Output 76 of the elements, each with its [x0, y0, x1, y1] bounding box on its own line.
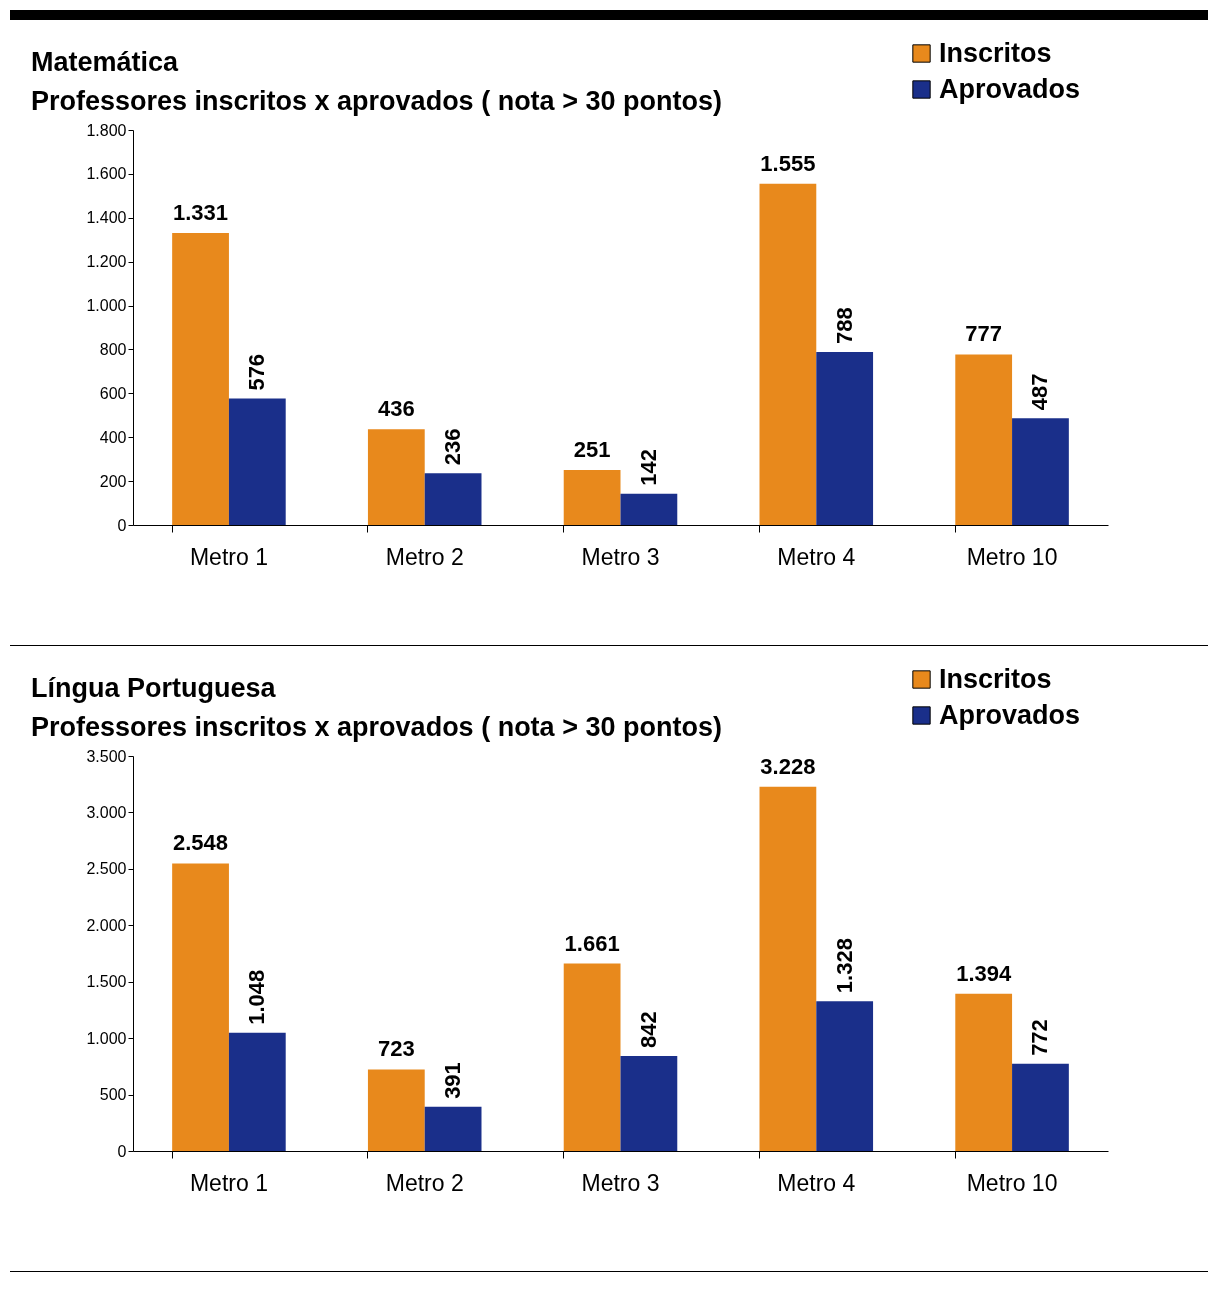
- legend-label: Inscritos: [939, 37, 1052, 68]
- y-tick-label: 1.000: [86, 297, 127, 315]
- bar: [816, 352, 874, 525]
- y-tick-label: 200: [99, 472, 127, 490]
- y-tick-label: 0: [117, 1142, 127, 1160]
- bar: [424, 473, 482, 525]
- bar: [759, 183, 817, 525]
- legend-label: Inscritos: [939, 663, 1052, 694]
- y-tick-label: 1.200: [86, 253, 127, 271]
- chart-subtitle: Professores inscritos x aprovados ( nota > 30 pontos): [30, 86, 722, 116]
- bar: [563, 963, 621, 1151]
- bar: [1012, 1063, 1069, 1151]
- data-label: 1.394: [956, 960, 1012, 986]
- x-tick-label: Metro 2: [385, 1169, 464, 1196]
- bar: [424, 1106, 482, 1151]
- x-tick-label: Metro 3: [581, 1169, 660, 1196]
- legend-label: Aprovados: [939, 699, 1081, 730]
- y-tick-label: 2.000: [86, 916, 127, 934]
- data-label: 777: [965, 321, 1003, 347]
- y-tick-label: 0: [117, 516, 127, 534]
- bar: [955, 993, 1013, 1151]
- y-tick-label: 1.400: [86, 209, 127, 227]
- bar: [955, 354, 1013, 525]
- data-label: 487: [1027, 373, 1053, 411]
- y-tick-label: 500: [99, 1086, 127, 1104]
- bar: [620, 1055, 678, 1151]
- bar: [367, 1069, 425, 1151]
- y-tick-label: 1.000: [86, 1029, 127, 1047]
- data-label: 772: [1027, 1019, 1053, 1056]
- x-tick-label: Metro 10: [966, 1169, 1058, 1196]
- bar: [172, 232, 229, 525]
- bar: [367, 429, 425, 525]
- data-label: 1.331: [173, 199, 229, 225]
- bar: [1012, 418, 1069, 525]
- chart-title: Matemática: [30, 47, 180, 77]
- data-label: 1.661: [564, 930, 620, 956]
- x-tick-label: Metro 3: [581, 543, 660, 570]
- x-tick-label: Metro 2: [385, 543, 464, 570]
- bar: [563, 469, 621, 525]
- y-tick-label: 1.600: [86, 165, 127, 183]
- data-label: 842: [635, 1011, 661, 1048]
- chart-title: Língua Portuguesa: [30, 673, 277, 703]
- x-tick-label: Metro 4: [777, 543, 856, 570]
- y-tick-label: 800: [99, 340, 127, 358]
- x-tick-label: Metro 1: [189, 543, 268, 570]
- data-label: 723: [377, 1036, 415, 1062]
- data-label: 251: [573, 436, 611, 462]
- bar: [228, 1032, 286, 1151]
- data-label: 391: [440, 1062, 466, 1099]
- x-tick-label: Metro 10: [966, 543, 1058, 570]
- bar: [620, 493, 678, 525]
- y-tick-label: 3.500: [86, 747, 127, 765]
- legend-label: Aprovados: [939, 73, 1081, 104]
- y-tick-label: 1.500: [86, 973, 127, 991]
- data-label: 1.555: [760, 150, 816, 176]
- bar: [172, 863, 229, 1151]
- y-tick-label: 3.000: [86, 803, 127, 821]
- chart-subtitle: Professores inscritos x aprovados ( nota > 30 pontos): [30, 712, 722, 742]
- data-label: 2.548: [173, 830, 229, 856]
- data-label: 236: [440, 428, 466, 466]
- bar: [228, 398, 286, 525]
- bar: [816, 1001, 874, 1151]
- data-label: 3.228: [760, 753, 816, 779]
- y-tick-label: 2.500: [86, 860, 127, 878]
- data-label: 142: [635, 449, 661, 486]
- y-tick-label: 600: [99, 384, 127, 402]
- bar: [759, 786, 817, 1151]
- data-label: 788: [831, 307, 857, 345]
- data-label: 436: [377, 396, 415, 422]
- y-tick-label: 400: [99, 428, 127, 446]
- data-label: 1.328: [831, 938, 857, 994]
- x-tick-label: Metro 4: [777, 1169, 856, 1196]
- data-label: 576: [244, 353, 270, 391]
- data-label: 1.048: [244, 969, 270, 1025]
- y-tick-label: 1.800: [86, 121, 127, 139]
- x-tick-label: Metro 1: [189, 1169, 268, 1196]
